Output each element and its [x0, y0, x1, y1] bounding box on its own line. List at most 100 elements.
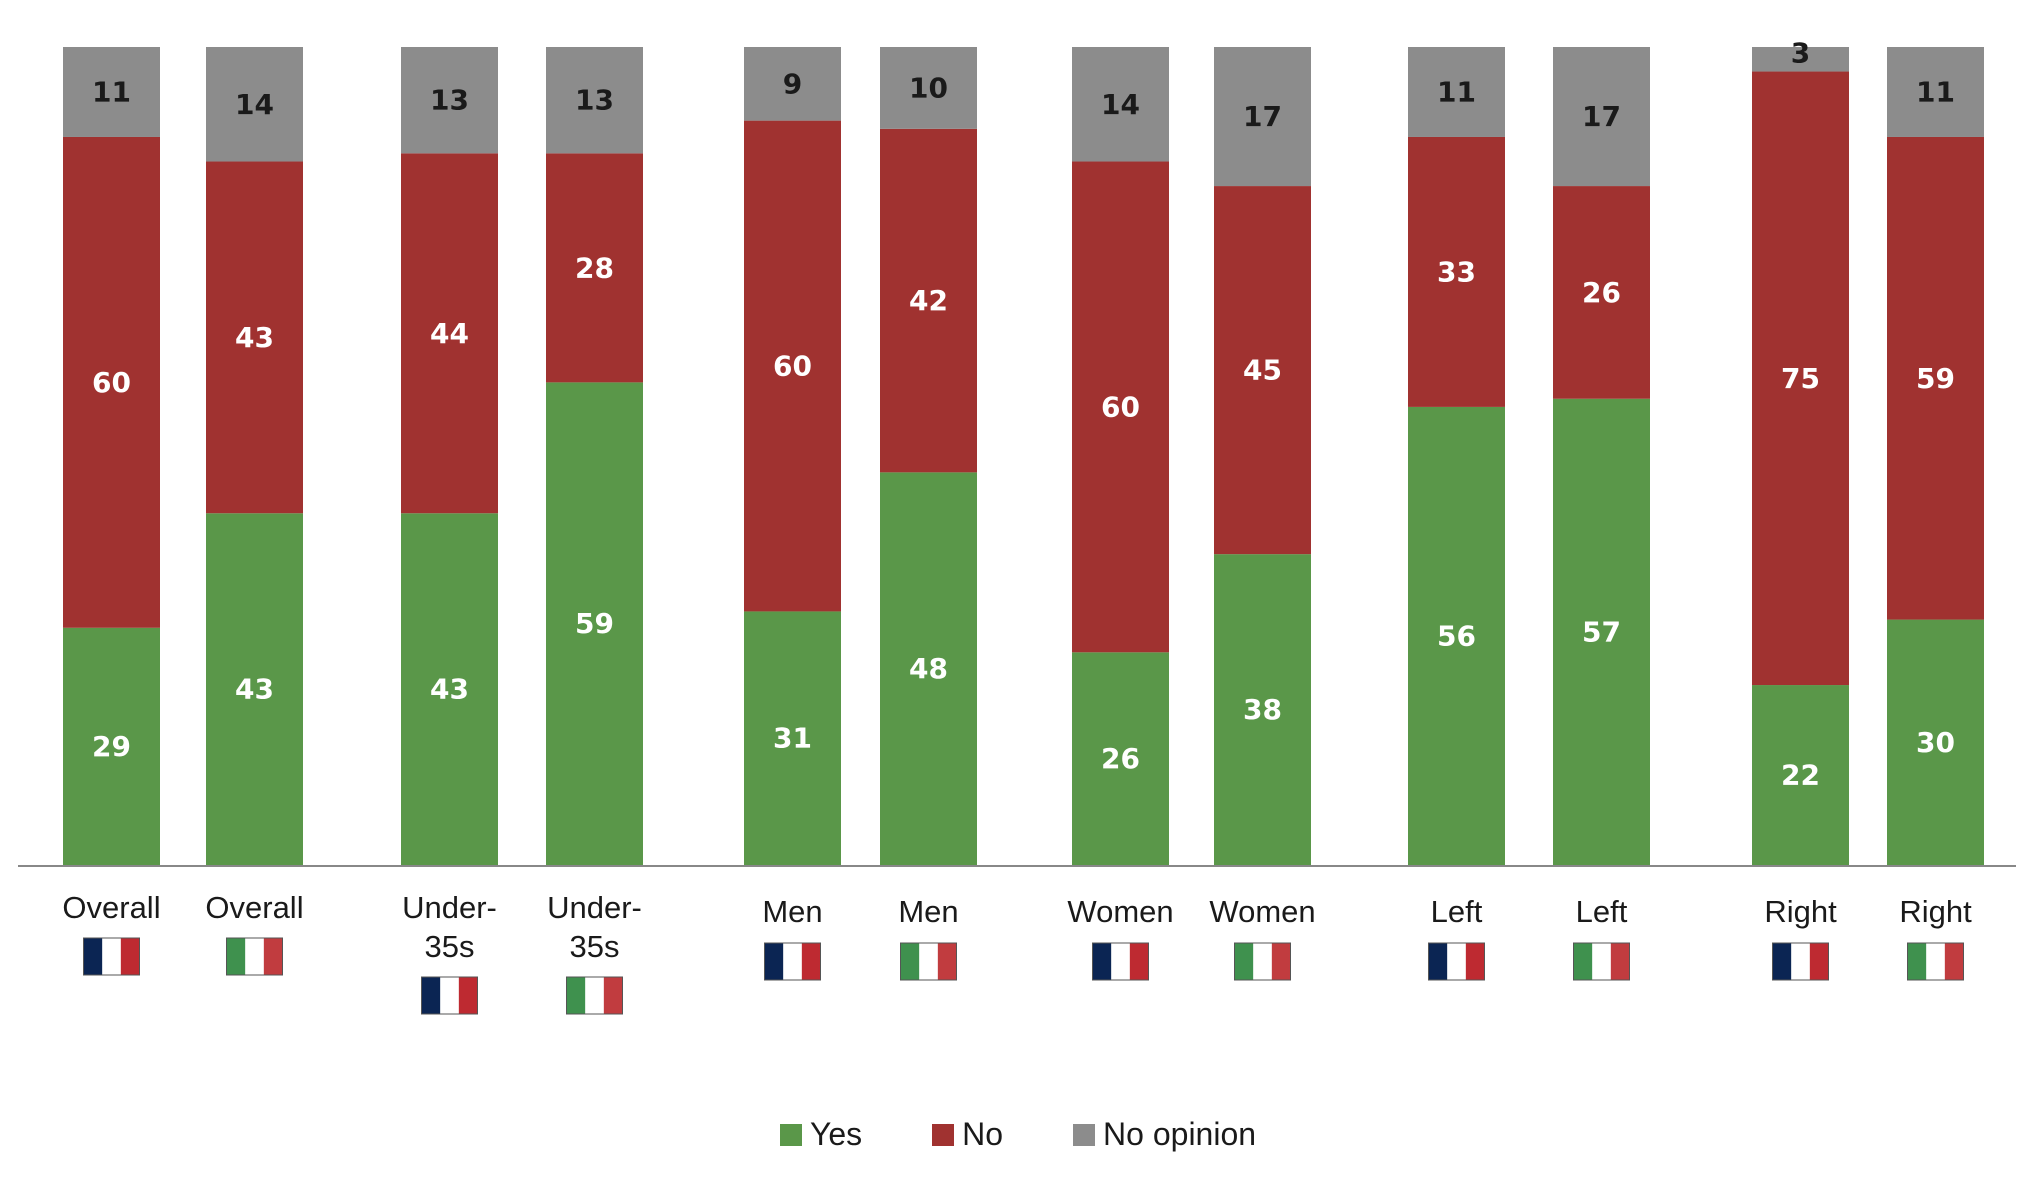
legend-item-no: No — [932, 1116, 1003, 1153]
bar-segment-yes — [880, 472, 977, 865]
data-label: 22 — [1781, 759, 1820, 792]
bar-segment-no-opinion — [546, 47, 643, 154]
legend-swatch-no — [932, 1123, 955, 1146]
data-label: 13 — [575, 84, 614, 117]
data-label: 44 — [430, 317, 469, 350]
data-label: 17 — [1582, 100, 1621, 133]
category-label: Overall — [62, 890, 160, 925]
data-label: 11 — [1916, 75, 1955, 108]
italy-flag-icon — [1573, 942, 1630, 981]
data-label: 30 — [1916, 726, 1955, 759]
data-label: 42 — [909, 284, 948, 317]
france-flag-icon — [421, 976, 478, 1015]
bar-segment-no-opinion — [1752, 47, 1849, 72]
bar-segment-yes — [546, 382, 643, 865]
category-label: Right — [1899, 894, 1972, 929]
legend-swatch-no-opinion — [1073, 1123, 1096, 1146]
stacked-bar-chart: 296011Overall434314Overall434413Under-35… — [18, 37, 2016, 1015]
data-label: 43 — [235, 321, 274, 354]
legend-item-yes: Yes — [779, 1116, 863, 1153]
bar-segment-yes — [1072, 652, 1169, 865]
data-label: 43 — [235, 673, 274, 706]
bar-segment-no — [63, 136, 160, 628]
legend-label-yes: Yes — [809, 1116, 863, 1152]
bar-segment-yes — [1887, 619, 1984, 865]
bar-segment-yes — [401, 513, 498, 865]
italy-flag-icon — [1234, 942, 1291, 981]
category-label: Women — [1067, 894, 1173, 929]
bar-segment-no-opinion — [880, 47, 977, 129]
bar-segment-no — [1072, 161, 1169, 653]
category-label: Under- — [547, 890, 642, 925]
data-label: 28 — [575, 251, 614, 284]
bar-segment-no-opinion — [63, 47, 160, 137]
data-label: 59 — [1916, 362, 1955, 395]
bar-segment-no — [1553, 186, 1650, 399]
bar-segment-no-opinion — [1214, 47, 1311, 187]
category-label: 35s — [570, 929, 620, 964]
bar-segment-no-opinion — [401, 47, 498, 154]
bar-segment-no — [744, 120, 841, 612]
data-label: 10 — [909, 71, 948, 104]
bar-segment-no-opinion — [1553, 47, 1650, 187]
data-label: 11 — [1437, 75, 1476, 108]
data-label: 45 — [1243, 354, 1282, 387]
bar-segment-no-opinion — [206, 47, 303, 162]
data-label: 56 — [1437, 619, 1476, 652]
bar-segment-yes — [206, 513, 303, 865]
bar-segment-no — [880, 128, 977, 473]
category-label: Overall — [205, 890, 303, 925]
france-flag-icon — [1772, 942, 1829, 981]
bar-segment-no — [401, 153, 498, 514]
bar-segment-no — [546, 153, 643, 383]
bar-segment-no-opinion — [1408, 47, 1505, 137]
bar-segment-yes — [744, 611, 841, 865]
legend-item-no-opinion: No opinion — [1073, 1116, 1256, 1153]
france-flag-icon — [764, 942, 821, 981]
data-label: 26 — [1101, 742, 1140, 775]
category-label: Men — [762, 894, 822, 929]
data-label: 13 — [430, 84, 469, 117]
italy-flag-icon — [1907, 942, 1964, 981]
data-label: 43 — [430, 673, 469, 706]
bar-segment-no — [206, 161, 303, 514]
data-label: 33 — [1437, 255, 1476, 288]
data-label: 17 — [1243, 100, 1282, 133]
bar-segment-yes — [1214, 554, 1311, 865]
data-label: 60 — [773, 350, 812, 383]
bar-segment-yes — [1553, 398, 1650, 865]
france-flag-icon — [83, 937, 140, 976]
bar-segment-yes — [1752, 685, 1849, 865]
category-label: Left — [1576, 894, 1628, 929]
category-label: Right — [1764, 894, 1837, 929]
bar-segment-no — [1408, 136, 1505, 407]
data-label: 29 — [92, 730, 131, 763]
category-label: Under- — [402, 890, 497, 925]
data-label: 60 — [1101, 390, 1140, 423]
category-label: 35s — [425, 929, 475, 964]
bar-segment-yes — [63, 627, 160, 865]
legend: Yes No No opinion — [0, 1116, 2036, 1153]
category-label: Men — [898, 894, 958, 929]
legend-swatch-yes — [779, 1123, 802, 1146]
bar-segment-no-opinion — [744, 47, 841, 121]
bar-segment-yes — [1408, 406, 1505, 865]
category-label: Left — [1431, 894, 1483, 929]
bar-segment-no — [1214, 186, 1311, 555]
bar-segment-no-opinion — [1072, 47, 1169, 162]
data-label: 14 — [1101, 88, 1140, 121]
data-label: 48 — [909, 652, 948, 685]
bar-segment-no-opinion — [1887, 47, 1984, 137]
data-label: 57 — [1582, 615, 1621, 648]
data-label: 3 — [1791, 37, 1810, 70]
france-flag-icon — [1092, 942, 1149, 981]
data-label: 11 — [92, 75, 131, 108]
data-label: 26 — [1582, 276, 1621, 309]
data-label: 9 — [783, 67, 802, 100]
italy-flag-icon — [566, 976, 623, 1015]
legend-label-no: No — [962, 1116, 1004, 1152]
italy-flag-icon — [900, 942, 957, 981]
data-label: 38 — [1243, 693, 1282, 726]
data-label: 59 — [575, 607, 614, 640]
legend-label-no-opinion: No opinion — [1103, 1116, 1257, 1152]
